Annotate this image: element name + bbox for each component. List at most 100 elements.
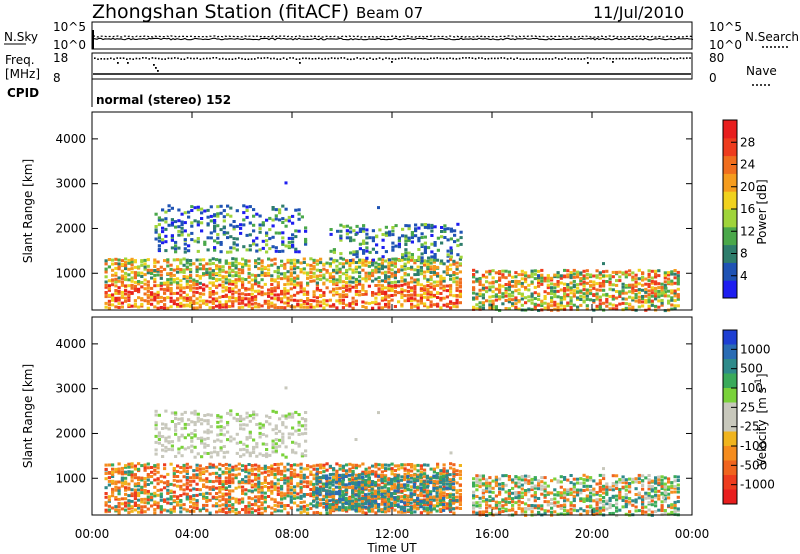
data-cell: [140, 497, 144, 501]
data-cell: [540, 304, 544, 307]
data-cell: [498, 270, 502, 273]
data-cell: [406, 474, 410, 478]
data-cell: [647, 493, 651, 497]
data-cell: [598, 501, 602, 505]
data-cell: [608, 499, 612, 503]
data-cell: [221, 280, 225, 284]
data-cell: [368, 250, 372, 254]
data-cell: [524, 301, 528, 305]
data-cell: [553, 307, 557, 311]
data-cell: [442, 303, 446, 307]
data-cell: [237, 275, 241, 278]
data-cell: [222, 230, 226, 234]
data-cell: [667, 477, 671, 481]
data-cell: [390, 480, 394, 484]
data-cell: [429, 504, 433, 508]
data-cell: [458, 289, 462, 293]
data-cell: [384, 510, 388, 514]
data-cell: [192, 294, 196, 298]
data-cell: [342, 225, 346, 229]
data-cell: [281, 242, 285, 246]
data-cell: [291, 214, 295, 218]
data-cell: [280, 289, 284, 293]
data-cell: [146, 264, 150, 268]
data-cell: [228, 282, 232, 286]
data-cell: [602, 279, 606, 283]
data-cell: [218, 479, 222, 483]
nave-dot: [295, 58, 298, 60]
data-cell: [358, 279, 362, 283]
data-cell: [400, 279, 404, 283]
data-cell: [228, 497, 232, 501]
data-cell: [329, 249, 333, 253]
data-cell: [192, 469, 196, 473]
data-cell: [409, 480, 413, 484]
nave-dot: [462, 57, 464, 59]
data-cell: [133, 501, 137, 505]
data-cell: [296, 283, 300, 287]
data-cell: [241, 481, 245, 485]
data-cell: [276, 275, 280, 279]
data-cell: [260, 488, 264, 492]
data-cell: [429, 510, 433, 514]
data-cell: [374, 473, 378, 476]
data-cell: [371, 274, 375, 278]
nave-dot: [314, 57, 317, 60]
nave-dot: [673, 57, 675, 60]
data-cell: [631, 480, 635, 484]
data-cell: [628, 502, 632, 506]
data-cell: [403, 467, 407, 471]
data-cell: [157, 236, 161, 240]
data-cell: [198, 471, 202, 475]
nave-dot: [558, 58, 560, 60]
nave-dot: [247, 58, 250, 60]
data-cell: [605, 298, 609, 301]
data-cell: [349, 226, 353, 230]
data-cell: [221, 492, 225, 496]
data-cell: [234, 476, 238, 480]
data-cell: [413, 280, 417, 284]
data-cell: [432, 260, 436, 264]
data-cell: [273, 257, 277, 261]
data-cell: [624, 496, 628, 500]
data-cell: [235, 243, 239, 247]
data-cell: [367, 502, 371, 506]
data-cell: [533, 269, 537, 273]
data-cell: [299, 462, 303, 466]
nave-dot: [330, 57, 333, 59]
data-cell: [393, 284, 397, 288]
data-cell: [371, 239, 375, 243]
data-cell: [520, 501, 524, 505]
data-cell: [390, 281, 394, 284]
data-cell: [180, 226, 184, 230]
data-cell: [306, 276, 310, 280]
nave-dot: [436, 57, 438, 59]
data-cell: [180, 233, 184, 237]
data-cell: [104, 305, 108, 309]
data-cell: [293, 468, 297, 472]
data-cell: [218, 504, 222, 508]
data-cell: [231, 477, 235, 481]
data-cell: [299, 284, 303, 288]
data-cell: [229, 246, 233, 250]
data-cell: [410, 231, 414, 234]
data-cell: [205, 508, 209, 512]
data-cell: [406, 297, 410, 301]
data-cell: [341, 490, 345, 494]
data-cell: [127, 290, 131, 294]
data-cell: [247, 275, 251, 279]
data-cell: [146, 475, 150, 479]
data-cell: [267, 481, 271, 485]
data-cell: [624, 481, 628, 485]
data-cell: [154, 452, 158, 456]
data-cell: [602, 282, 606, 286]
data-cell: [628, 497, 632, 500]
data-cell: [445, 476, 449, 480]
data-cell: [254, 298, 258, 301]
data-cell: [208, 262, 212, 266]
data-cell: [224, 504, 228, 507]
nave-outlier-dot: [117, 62, 119, 64]
data-cell: [345, 232, 349, 236]
nave-dot: [548, 58, 550, 60]
